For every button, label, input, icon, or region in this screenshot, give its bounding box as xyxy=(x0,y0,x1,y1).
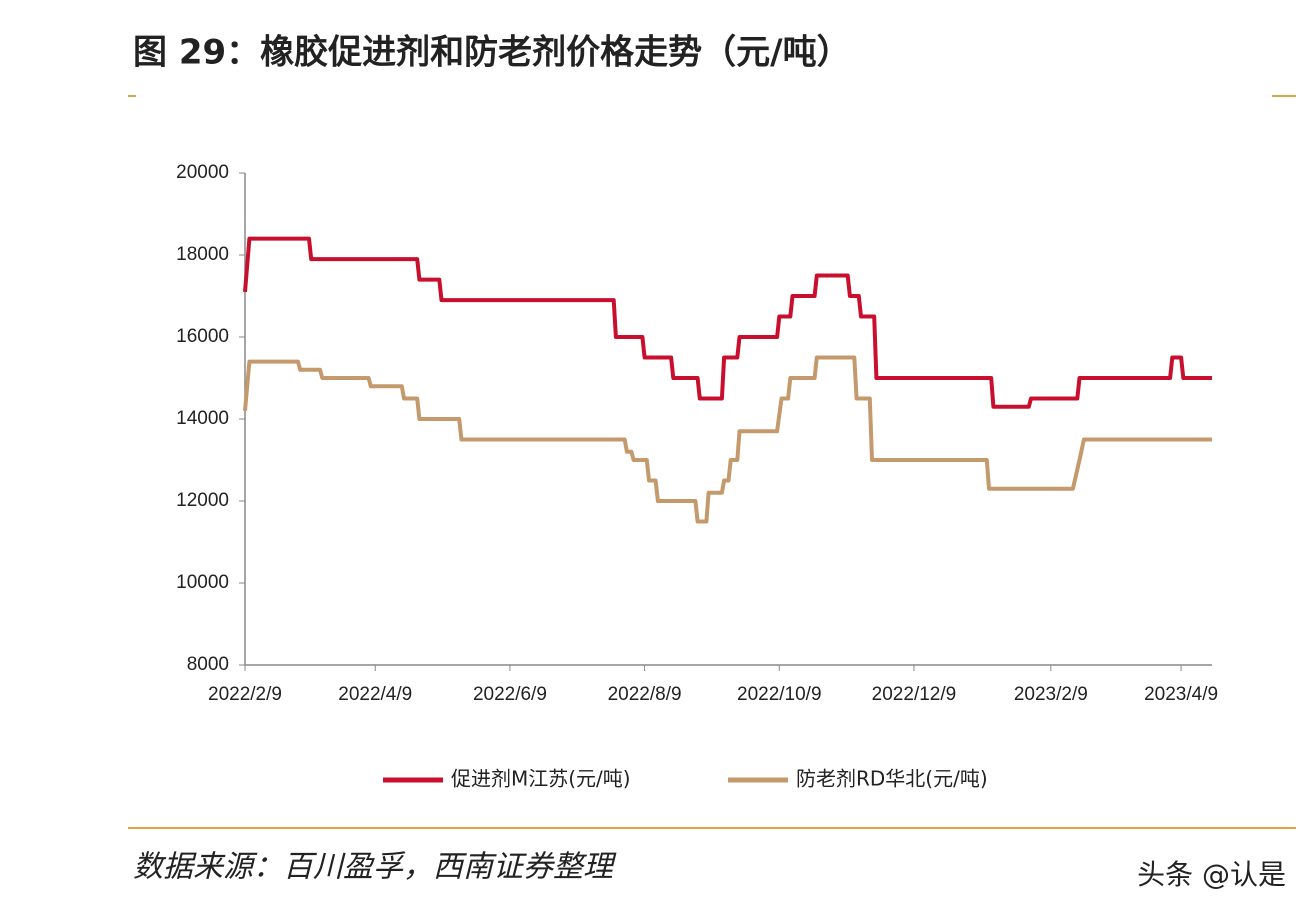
x-tick-label: 2022/2/9 xyxy=(208,684,282,705)
y-tick-label: 18000 xyxy=(176,244,229,265)
line xyxy=(243,355,1212,524)
y-tick-label: 10000 xyxy=(176,572,229,593)
legend-label: 防老剂RD华北(元/吨) xyxy=(796,767,988,791)
x-tick-label: 2022/12/9 xyxy=(872,684,957,705)
y-tick-label: 14000 xyxy=(176,408,229,429)
legend-label: 促进剂M江苏(元/吨) xyxy=(451,767,631,791)
x-tick-label: 2022/6/9 xyxy=(473,684,547,705)
chart-title: 图 29：橡胶促进剂和防老剂价格走势（元/吨） xyxy=(133,33,851,73)
x-tick-label: 2022/4/9 xyxy=(338,684,412,705)
y-tick-label: 8000 xyxy=(187,654,229,675)
y-tick-label: 12000 xyxy=(176,490,229,511)
watermark: 头条 @认是 xyxy=(1137,858,1286,891)
x-tick-label: 2022/8/9 xyxy=(608,684,682,705)
line xyxy=(243,236,1212,409)
x-tick-label: 2023/2/9 xyxy=(1014,684,1088,705)
y-tick-label: 16000 xyxy=(176,326,229,347)
x-tick-label: 2023/4/9 xyxy=(1144,684,1218,705)
source-note: 数据来源：百川盈孚，西南证券整理 xyxy=(133,850,617,885)
y-tick-label: 20000 xyxy=(176,162,229,183)
x-tick-label: 2022/10/9 xyxy=(737,684,822,705)
